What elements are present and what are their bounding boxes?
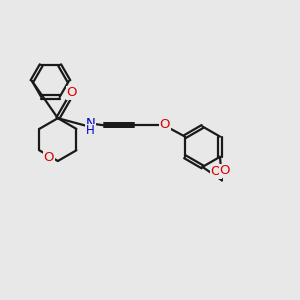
Text: N: N bbox=[85, 117, 95, 130]
Text: O: O bbox=[219, 164, 230, 177]
Text: H: H bbox=[86, 124, 94, 137]
Text: O: O bbox=[67, 86, 77, 99]
Text: O: O bbox=[43, 151, 54, 164]
Text: O: O bbox=[160, 118, 170, 131]
Text: O: O bbox=[211, 165, 221, 178]
